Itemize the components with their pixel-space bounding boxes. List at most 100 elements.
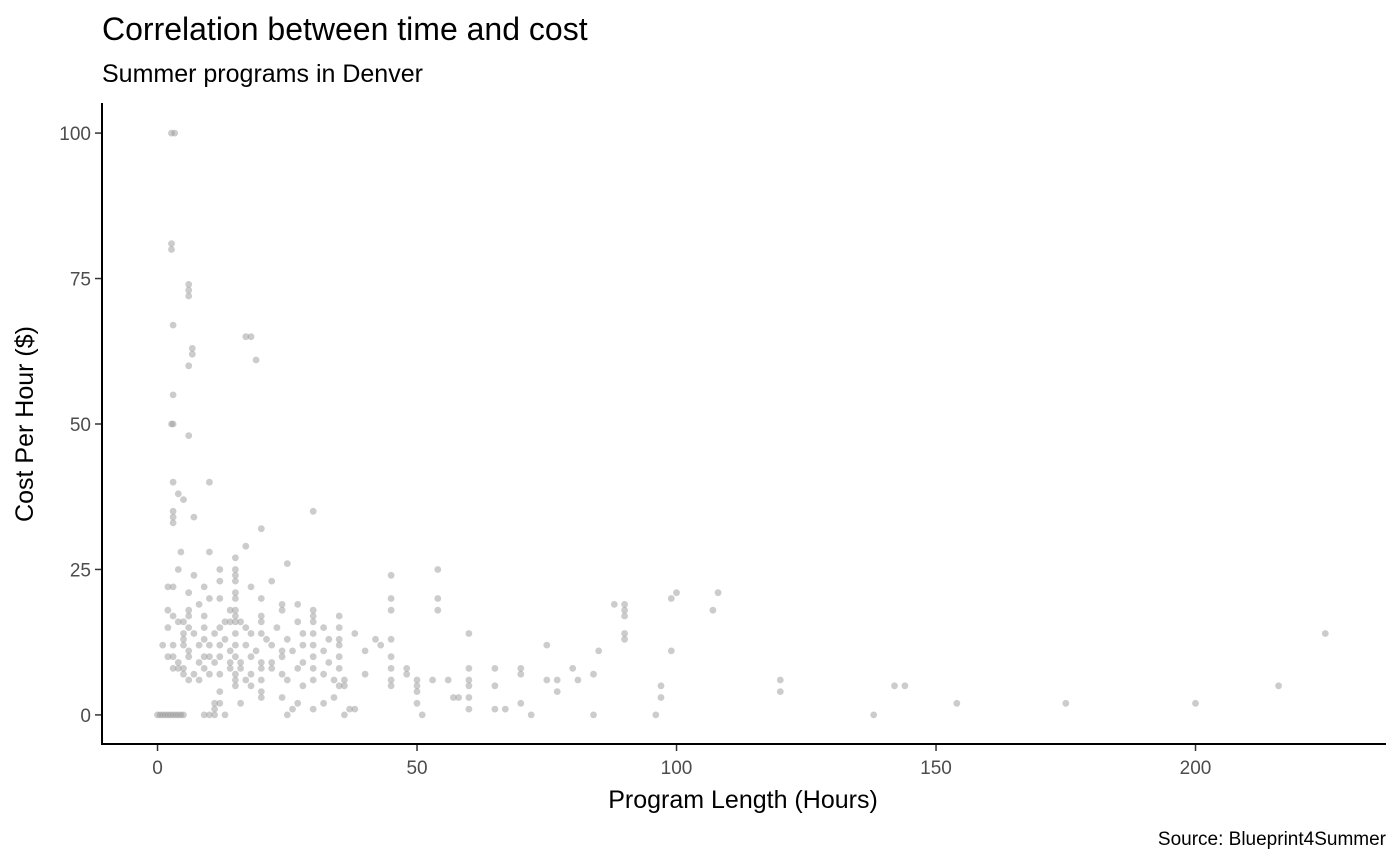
data-point-68 — [232, 606, 239, 614]
data-point-147 — [200, 653, 208, 661]
data-point-72 — [434, 606, 442, 614]
data-point-67 — [226, 606, 234, 614]
y-tick-label-2: 50 — [70, 415, 91, 436]
data-point-193 — [283, 676, 291, 684]
data-point-265 — [200, 711, 208, 719]
data-point-64 — [164, 606, 172, 614]
data-point-240 — [320, 699, 327, 707]
data-point-103 — [211, 630, 219, 637]
data-point-152 — [232, 653, 239, 661]
data-point-24 — [169, 513, 177, 521]
data-point-29 — [232, 554, 239, 562]
data-point-183 — [465, 665, 473, 672]
data-point-59 — [387, 595, 395, 602]
data-point-184 — [491, 665, 499, 672]
data-point-275 — [870, 711, 878, 719]
data-point-189 — [195, 676, 203, 684]
data-point-97 — [294, 618, 302, 626]
data-point-145 — [185, 653, 193, 661]
data-point-73 — [621, 612, 628, 620]
data-point-81 — [237, 618, 245, 626]
data-point-161 — [335, 653, 343, 661]
data-point-122 — [185, 647, 193, 655]
data-point-187 — [180, 670, 187, 678]
y-tick-label-0: 0 — [80, 706, 91, 727]
data-point-138 — [377, 641, 385, 649]
data-point-3 — [168, 246, 175, 253]
data-point-118 — [621, 635, 628, 643]
data-point-144 — [174, 659, 182, 666]
data-point-186 — [569, 665, 577, 672]
data-point-38 — [190, 571, 198, 579]
data-point-32 — [216, 566, 224, 573]
data-point-191 — [242, 676, 250, 684]
data-point-228 — [257, 694, 265, 701]
data-point-188 — [185, 676, 193, 684]
data-point-84 — [309, 612, 317, 620]
x-tick-label-0: 0 — [152, 758, 163, 779]
data-point-65 — [185, 606, 193, 614]
data-point-76 — [174, 618, 182, 626]
data-point-108 — [283, 635, 291, 643]
data-point-134 — [309, 641, 317, 649]
data-point-167 — [200, 665, 208, 672]
data-point-129 — [252, 647, 260, 655]
data-point-33 — [232, 566, 239, 573]
data-point-25 — [169, 519, 177, 527]
data-point-45 — [200, 583, 208, 591]
data-point-11 — [188, 350, 196, 358]
data-point-18 — [169, 478, 177, 486]
data-point-170 — [226, 665, 234, 672]
data-point-162 — [387, 653, 395, 661]
data-point-165 — [180, 665, 187, 672]
data-point-270 — [341, 711, 348, 719]
data-point-233 — [455, 694, 462, 701]
data-point-142 — [164, 653, 172, 661]
data-point-61 — [621, 601, 628, 608]
data-point-140 — [595, 647, 603, 655]
data-point-222 — [776, 688, 784, 695]
data-point-197 — [361, 670, 369, 678]
data-point-124 — [206, 641, 213, 649]
data-point-70 — [309, 606, 317, 614]
data-point-110 — [309, 630, 317, 637]
data-point-86 — [309, 618, 317, 626]
data-point-227 — [216, 688, 224, 695]
data-point-14 — [169, 391, 177, 399]
data-point-226 — [1321, 630, 1329, 637]
data-point-58 — [434, 595, 442, 602]
data-point-271 — [418, 711, 426, 719]
data-point-268 — [221, 711, 229, 719]
data-point-127 — [232, 641, 239, 649]
data-point-102 — [200, 635, 208, 643]
y-axis-title: Cost Per Hour ($) — [11, 326, 39, 522]
data-point-117 — [621, 630, 628, 637]
data-point-202 — [444, 676, 452, 684]
data-point-225 — [1275, 682, 1282, 690]
data-point-219 — [491, 682, 499, 690]
data-point-54 — [232, 595, 239, 602]
data-point-126 — [226, 647, 234, 655]
data-point-241 — [413, 699, 421, 707]
data-point-53 — [216, 595, 224, 602]
data-point-137 — [361, 647, 369, 655]
data-point-232 — [450, 694, 457, 701]
data-point-12 — [252, 356, 260, 364]
data-point-55 — [257, 595, 265, 602]
data-point-66 — [195, 601, 203, 608]
data-point-111 — [325, 635, 333, 643]
data-point-106 — [247, 630, 255, 637]
data-point-113 — [351, 630, 359, 637]
data-point-247 — [289, 705, 296, 713]
data-point-244 — [1062, 699, 1070, 707]
data-point-274 — [652, 711, 660, 719]
data-point-179 — [320, 670, 327, 678]
data-point-57 — [294, 601, 302, 608]
data-point-74 — [169, 612, 177, 620]
data-point-77 — [185, 612, 193, 620]
data-point-192 — [257, 676, 265, 684]
y-tick-label-3: 75 — [70, 270, 91, 291]
data-point-264 — [180, 711, 187, 719]
data-point-269 — [283, 711, 291, 719]
